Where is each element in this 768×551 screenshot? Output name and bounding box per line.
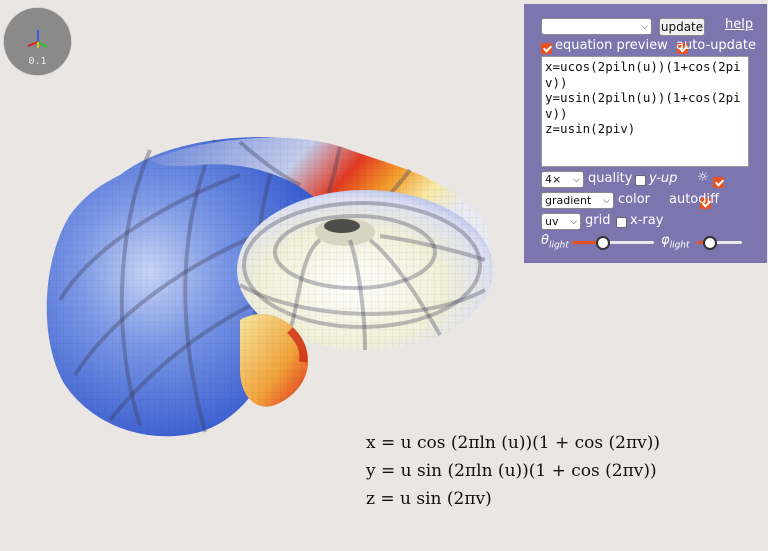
y-up-checkbox[interactable] <box>635 175 646 186</box>
grid-select[interactable]: uv ⌵ <box>541 213 581 230</box>
color-select[interactable]: gradient ⌵ <box>541 192 614 209</box>
theta-light-label: θlight <box>541 233 569 251</box>
xray-checkbox[interactable] <box>616 217 627 228</box>
chevron-down-icon: ⌵ <box>570 216 577 227</box>
quality-select[interactable]: 4× ⌵ <box>541 171 584 188</box>
auto-update-label: auto-update <box>676 38 756 53</box>
light-toggle-checkbox[interactable] <box>713 177 725 188</box>
auto-update-checkbox[interactable] <box>677 43 689 54</box>
autodiff-checkbox[interactable] <box>700 198 712 209</box>
grid-label: grid <box>585 213 611 228</box>
equation-textarea[interactable]: x=ucos(2piln(u))(1+cos(2piv)) y=usin(2pi… <box>541 56 749 167</box>
chevron-down-icon: ⌵ <box>603 195 610 206</box>
chevron-down-icon: ⌵ <box>641 21 648 32</box>
update-button[interactable]: update <box>659 18 705 36</box>
quality-select-value: 4× <box>545 173 562 186</box>
theta-light-slider[interactable] <box>572 236 654 250</box>
theta-light-slider-thumb[interactable] <box>596 236 610 250</box>
equation-x: x = u cos (2πln (u))(1 + cos (2πv)) <box>366 433 661 453</box>
phi-light-slider[interactable] <box>697 236 742 250</box>
axes-icon <box>27 30 48 48</box>
zoom-level-label: 0.1 <box>28 56 47 67</box>
help-link[interactable]: help <box>725 17 754 32</box>
quality-label: quality <box>588 171 633 186</box>
grid-select-value: uv <box>545 215 559 228</box>
equation-z: z = u sin (2πv) <box>366 489 492 509</box>
color-select-value: gradient <box>545 194 592 207</box>
preset-select[interactable]: ⌵ <box>541 18 652 35</box>
phi-light-label: φlight <box>661 233 690 251</box>
y-up-label: y-up <box>649 171 678 186</box>
inner-torus <box>237 190 493 351</box>
phi-light-slider-thumb[interactable] <box>703 236 717 250</box>
chevron-down-icon: ⌵ <box>573 174 580 185</box>
equation-preview-checkbox[interactable] <box>541 43 552 54</box>
equation-y: y = u sin (2πln (u))(1 + cos (2πv)) <box>366 461 657 481</box>
lower-fold <box>240 314 309 407</box>
color-label: color <box>618 192 651 207</box>
autodiff-label: autodiff <box>669 192 720 207</box>
control-panel: ⌵ update help equation preview auto-upda… <box>524 4 767 263</box>
xray-label: x-ray <box>630 213 664 228</box>
axis-gizmo[interactable]: 0.1 <box>4 8 71 75</box>
equation-preview-label: equation preview <box>555 38 668 53</box>
sun-icon: ☼ <box>697 170 709 185</box>
equation-preview: x = u cos (2πln (u))(1 + cos (2πv)) y = … <box>366 432 660 516</box>
